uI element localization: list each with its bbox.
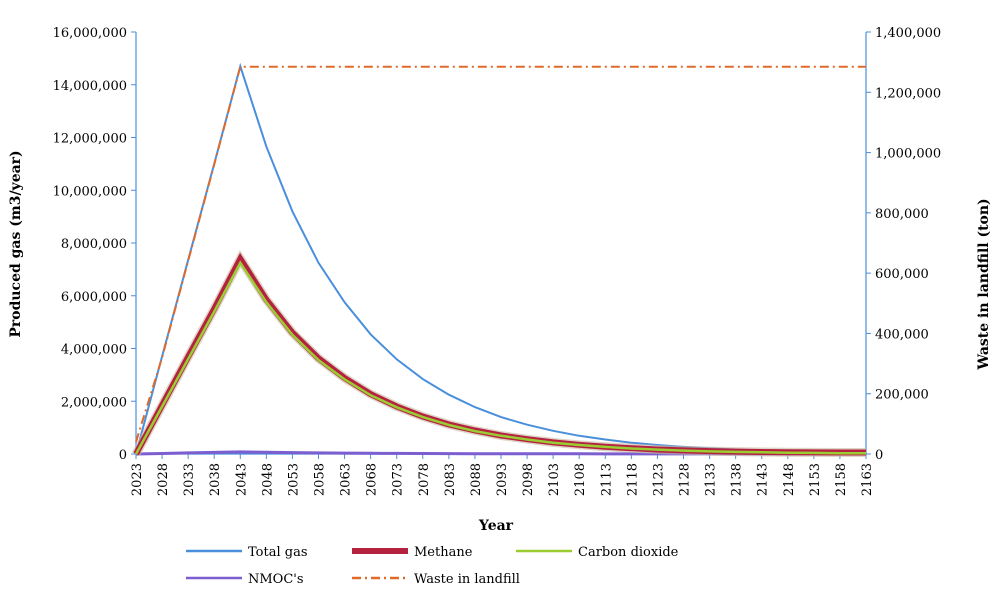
left-tick-label: 14,000,000 — [53, 79, 127, 94]
x-tick-label: 2148 — [782, 463, 797, 496]
left-axis: 0 2,000,000 4,000,000 6,000,000 8,000,000 10,… — [53, 26, 137, 463]
left-tick-label: 16,000,000 — [53, 26, 127, 41]
right-tick-label: 400,000 — [875, 327, 929, 342]
methane-line-shadow — [132, 249, 866, 457]
x-tick-label: 2108 — [573, 463, 588, 496]
methane-line — [133, 252, 866, 456]
x-tick-label: 2023 — [130, 463, 145, 496]
left-tick-label: 2,000,000 — [61, 395, 127, 410]
right-axis: 0 200,000 400,000 600,000 800,000 1,000,000 1,… — [865, 26, 941, 463]
x-tick-label: 2048 — [260, 463, 275, 496]
x-tick-label: 2128 — [678, 463, 693, 496]
legend: Total gas Methane Carbon dioxide NMOC's Wast… — [186, 545, 679, 587]
legend-label-waste-in-landfill: Waste in landfill — [414, 572, 520, 587]
left-tick-label: 12,000,000 — [53, 132, 127, 147]
x-tick-label: 2153 — [808, 463, 823, 496]
x-tick-label: 2123 — [651, 463, 666, 496]
right-tick-label: 800,000 — [875, 207, 929, 222]
left-tick-label: 6,000,000 — [61, 290, 127, 305]
x-axis-title: Year — [478, 518, 514, 534]
x-tick-label: 2073 — [391, 463, 406, 496]
left-tick-label: 8,000,000 — [61, 237, 127, 252]
right-tick-label: 1,000,000 — [875, 147, 941, 162]
x-tick-label: 2063 — [339, 463, 354, 496]
right-tick-label: 1,400,000 — [875, 26, 941, 41]
x-tick-label: 2083 — [443, 463, 458, 496]
legend-label-nmoc-s: NMOC's — [248, 572, 304, 587]
x-tick-label: 2133 — [704, 463, 719, 496]
x-axis: 2023 2028 2033 2038 2043 2048 2053 2058 2063 2068… — [130, 453, 875, 496]
x-tick-label: 2138 — [730, 463, 745, 496]
x-tick-label: 2033 — [182, 463, 197, 496]
x-tick-label: 2058 — [313, 463, 328, 496]
x-tick-label: 2088 — [469, 463, 484, 496]
x-tick-label: 2158 — [834, 463, 849, 496]
left-axis-title: Produced gas (m3/year) — [8, 150, 24, 337]
left-tick-label: 0 — [119, 448, 127, 463]
legend-label-total-gas: Total gas — [248, 545, 308, 560]
right-axis-title: Waste in landfill (ton) — [976, 198, 992, 370]
legend-label-methane: Methane — [414, 545, 473, 560]
right-tick-label: 1,200,000 — [875, 86, 941, 101]
x-tick-label: 2103 — [547, 463, 562, 496]
x-tick-label: 2078 — [417, 463, 432, 496]
left-tick-label: 4,000,000 — [61, 343, 127, 358]
x-tick-label: 2098 — [521, 463, 536, 496]
series-layer — [132, 62, 867, 457]
x-tick-label: 2113 — [599, 463, 614, 496]
waste-in-landfill-line — [135, 65, 866, 443]
x-tick-label: 2118 — [625, 463, 640, 496]
x-tick-label: 2068 — [365, 463, 380, 496]
x-tick-label: 2143 — [756, 463, 771, 496]
carbon-dioxide-line — [134, 260, 867, 455]
right-tick-label: 200,000 — [875, 388, 929, 403]
x-tick-label: 2043 — [234, 463, 249, 496]
x-tick-label: 2053 — [286, 463, 301, 496]
legend-label-carbon-dioxide: Carbon dioxide — [578, 545, 679, 560]
left-tick-label: 10,000,000 — [53, 184, 127, 199]
right-tick-label: 600,000 — [875, 267, 929, 282]
x-tick-label: 2093 — [495, 463, 510, 496]
x-tick-label: 2028 — [156, 463, 171, 496]
x-tick-label: 2038 — [208, 463, 223, 496]
right-tick-label: 0 — [875, 448, 883, 463]
x-tick-label: 2163 — [860, 463, 875, 496]
